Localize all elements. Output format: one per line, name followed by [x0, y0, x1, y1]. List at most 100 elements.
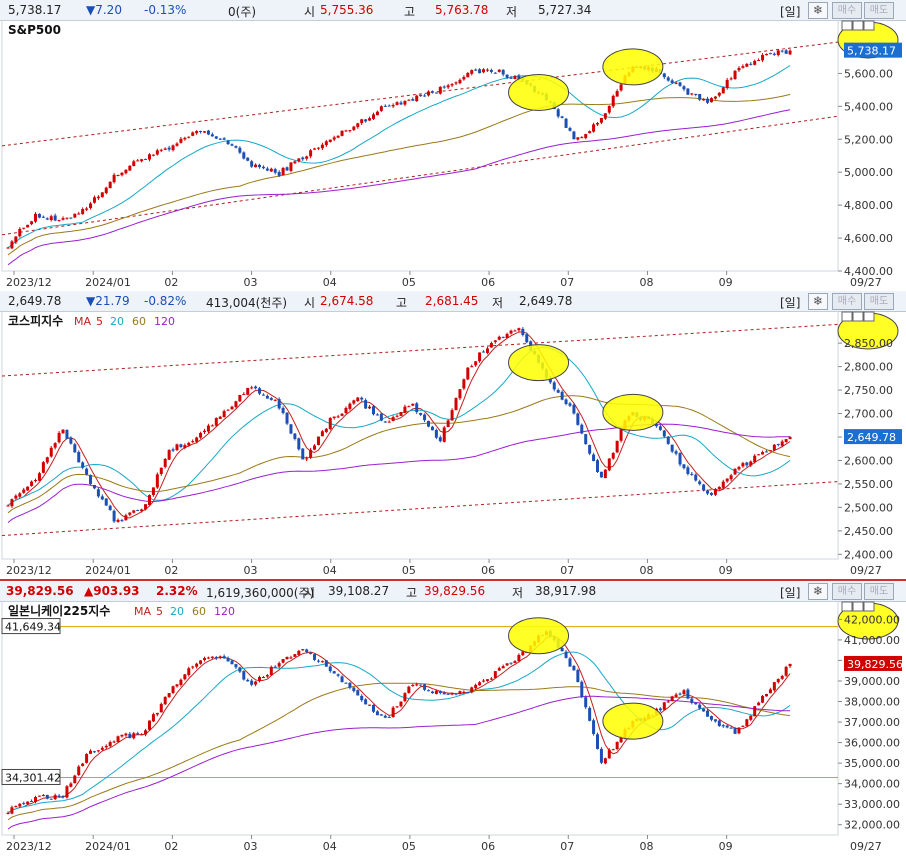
candle-body	[230, 144, 234, 146]
candle-body	[702, 708, 706, 712]
candle-body	[517, 654, 521, 662]
candle-body	[478, 352, 482, 362]
candle-body	[108, 742, 112, 747]
candle-body	[336, 674, 340, 676]
period-label[interactable]: [일]	[780, 5, 801, 19]
candle-body	[615, 91, 619, 97]
candle-body	[6, 505, 10, 507]
candle-body	[411, 684, 415, 687]
candle-body	[171, 686, 175, 693]
candle-body	[764, 451, 768, 453]
candle-body	[383, 105, 387, 107]
candle-body	[364, 699, 368, 705]
candle-body	[360, 119, 364, 124]
buy-button[interactable]: 매수	[832, 583, 862, 600]
candle-body	[438, 691, 442, 693]
candle-body	[745, 63, 749, 67]
scale-toggle[interactable]	[841, 311, 875, 322]
x-tick-label: 2024/01	[85, 564, 131, 577]
low-value: 2,649.78	[519, 294, 573, 308]
sell-button[interactable]: 매도	[864, 583, 894, 600]
candle-body	[706, 710, 710, 717]
candle-body	[261, 677, 265, 679]
candle-body	[45, 794, 49, 799]
settings-button[interactable]: ❄	[808, 2, 828, 19]
volume-value: 413,004(천주)	[206, 296, 288, 310]
candle-body	[242, 152, 246, 159]
candle-body	[379, 106, 383, 111]
candle-body	[301, 157, 305, 160]
quote-header: 5,738.17 ▼7.20 -0.13% 0(주) 시 5,755.36 고 …	[0, 0, 906, 21]
candle-body	[14, 495, 18, 499]
candle-body	[289, 162, 293, 171]
candle-body	[576, 670, 580, 683]
candle-body	[741, 66, 745, 68]
candle-body	[324, 660, 328, 667]
open-value: 5,755.36	[320, 3, 374, 17]
candle-body	[584, 134, 588, 139]
candle-body	[336, 135, 340, 138]
candle-body	[654, 424, 658, 427]
candle-body	[407, 406, 411, 408]
candle-body	[320, 144, 324, 149]
hline-value-box	[1, 768, 61, 785]
candle-body	[458, 691, 462, 694]
buy-button[interactable]: 매수	[832, 2, 862, 19]
candle-body	[757, 702, 761, 706]
x-tick-label: 08	[639, 840, 653, 853]
high-value: 2,681.45	[425, 294, 479, 308]
candle-body	[167, 693, 171, 698]
trend-channel-line	[1, 41, 839, 147]
candle-body	[368, 704, 372, 706]
candle-body	[167, 147, 171, 150]
x-tick-label: 02	[164, 564, 178, 577]
price-chart[interactable]: 2,400.00 2,450.00 2,500.00 2,550.00 2,600.00…	[0, 311, 906, 579]
candle-body	[234, 401, 238, 407]
current-price-label: 5,738.17	[847, 45, 896, 58]
candle-body	[698, 94, 702, 100]
period-label[interactable]: [일]	[780, 586, 801, 600]
sell-button[interactable]: 매도	[864, 2, 894, 19]
candle-body	[199, 432, 203, 438]
scale-toggle[interactable]	[841, 20, 875, 31]
candle-body	[427, 91, 431, 96]
candle-body	[580, 681, 584, 697]
high-value: 5,763.78	[435, 3, 489, 17]
period-label[interactable]: [일]	[780, 296, 801, 310]
price-value: 2,649.78	[8, 294, 62, 308]
candle-body	[375, 711, 379, 716]
candle-body	[41, 216, 45, 218]
candle-body	[603, 469, 607, 479]
candle-body	[415, 684, 419, 686]
sell-button[interactable]: 매도	[864, 293, 894, 310]
candle-body	[764, 53, 768, 56]
scale-toggle[interactable]	[841, 601, 875, 612]
settings-button[interactable]: ❄	[808, 293, 828, 310]
settings-button[interactable]: ❄	[808, 583, 828, 600]
candle-body	[489, 343, 493, 348]
candle-body	[768, 53, 772, 55]
price-chart[interactable]: 32,000.00 33,000.00 34,000.00 35,000.00 36,0…	[0, 601, 906, 855]
chart-panel-kospi[interactable]: 2,649.78 ▼21.79 -0.82% 413,004(천주) 시 2,6…	[0, 291, 906, 579]
buy-button[interactable]: 매수	[832, 293, 862, 310]
candle-body	[462, 379, 466, 389]
candle-body	[482, 680, 486, 682]
chart-panel-nikkei[interactable]: 39,829.56 ▲903.93 2.32% 1,619,360,000(주)…	[0, 579, 906, 857]
candle-body	[26, 801, 30, 804]
candle-body	[124, 733, 128, 736]
candle-body	[419, 412, 423, 415]
open-label: 시	[304, 296, 316, 310]
candle-body	[772, 682, 776, 691]
candle-body	[254, 681, 258, 685]
candle-body	[772, 53, 776, 55]
candle-body	[214, 418, 218, 426]
candle-body	[313, 148, 317, 150]
candle-body	[230, 660, 234, 665]
candle-body	[474, 684, 478, 689]
candle-body	[26, 224, 30, 228]
candle-body	[709, 716, 713, 720]
price-chart[interactable]: 4,400.00 4,600.00 4,800.00 5,000.00 5,200.00…	[0, 20, 906, 291]
chart-panel-sp500[interactable]: 5,738.17 ▼7.20 -0.13% 0(주) 시 5,755.36 고 …	[0, 0, 906, 291]
high-label: 고	[404, 5, 416, 19]
candle-body	[144, 158, 148, 160]
